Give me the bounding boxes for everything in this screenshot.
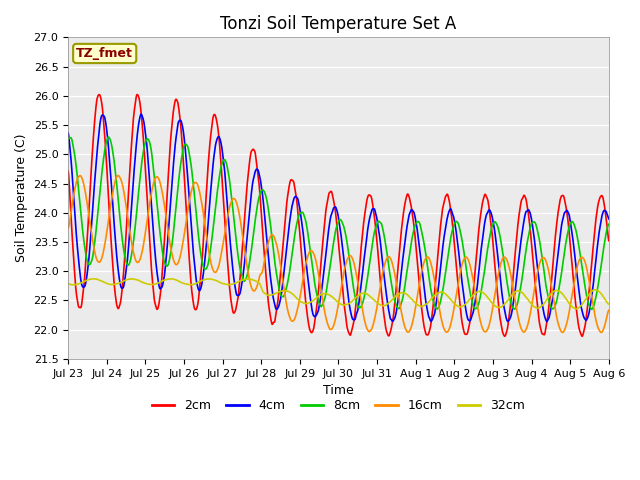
8cm — [246, 261, 253, 266]
16cm — [246, 276, 253, 282]
4cm — [182, 151, 189, 156]
Line: 4cm: 4cm — [68, 114, 609, 322]
2cm — [381, 323, 389, 328]
2cm — [548, 267, 556, 273]
32cm — [182, 281, 189, 287]
4cm — [408, 207, 416, 213]
32cm — [572, 306, 580, 312]
16cm — [548, 289, 556, 295]
32cm — [381, 302, 389, 308]
8cm — [467, 291, 474, 297]
8cm — [605, 221, 612, 227]
4cm — [543, 319, 550, 324]
16cm — [605, 307, 612, 313]
8cm — [182, 141, 189, 147]
32cm — [64, 281, 72, 287]
Line: 8cm: 8cm — [68, 137, 609, 309]
4cm — [549, 295, 557, 300]
4cm — [381, 284, 389, 289]
16cm — [597, 329, 605, 335]
32cm — [467, 295, 474, 301]
16cm — [467, 264, 474, 269]
32cm — [548, 289, 556, 295]
Text: TZ_fmet: TZ_fmet — [76, 47, 133, 60]
8cm — [588, 306, 595, 312]
2cm — [182, 198, 189, 204]
2cm — [246, 161, 253, 167]
8cm — [408, 234, 416, 240]
2cm — [408, 211, 416, 216]
16cm — [182, 222, 189, 228]
Y-axis label: Soil Temperature (C): Soil Temperature (C) — [15, 134, 28, 263]
2cm — [467, 315, 474, 321]
4cm — [64, 130, 72, 136]
4cm — [605, 216, 612, 222]
2cm — [605, 238, 612, 244]
2cm — [579, 334, 586, 339]
16cm — [408, 320, 416, 326]
32cm — [605, 301, 612, 307]
2cm — [64, 168, 72, 174]
Line: 32cm: 32cm — [68, 279, 609, 309]
Line: 2cm: 2cm — [68, 95, 609, 336]
Legend: 2cm, 4cm, 8cm, 16cm, 32cm: 2cm, 4cm, 8cm, 16cm, 32cm — [147, 394, 530, 417]
8cm — [105, 134, 113, 140]
8cm — [381, 240, 389, 246]
X-axis label: Time: Time — [323, 384, 354, 397]
8cm — [64, 136, 72, 142]
16cm — [114, 173, 122, 179]
4cm — [137, 111, 145, 117]
16cm — [381, 259, 389, 265]
4cm — [246, 211, 253, 216]
2cm — [134, 92, 141, 97]
32cm — [246, 276, 253, 282]
32cm — [408, 297, 416, 303]
16cm — [64, 225, 72, 231]
4cm — [467, 318, 474, 324]
Line: 16cm: 16cm — [68, 176, 609, 332]
32cm — [88, 276, 96, 282]
Title: Tonzi Soil Temperature Set A: Tonzi Soil Temperature Set A — [220, 15, 456, 33]
8cm — [548, 306, 556, 312]
